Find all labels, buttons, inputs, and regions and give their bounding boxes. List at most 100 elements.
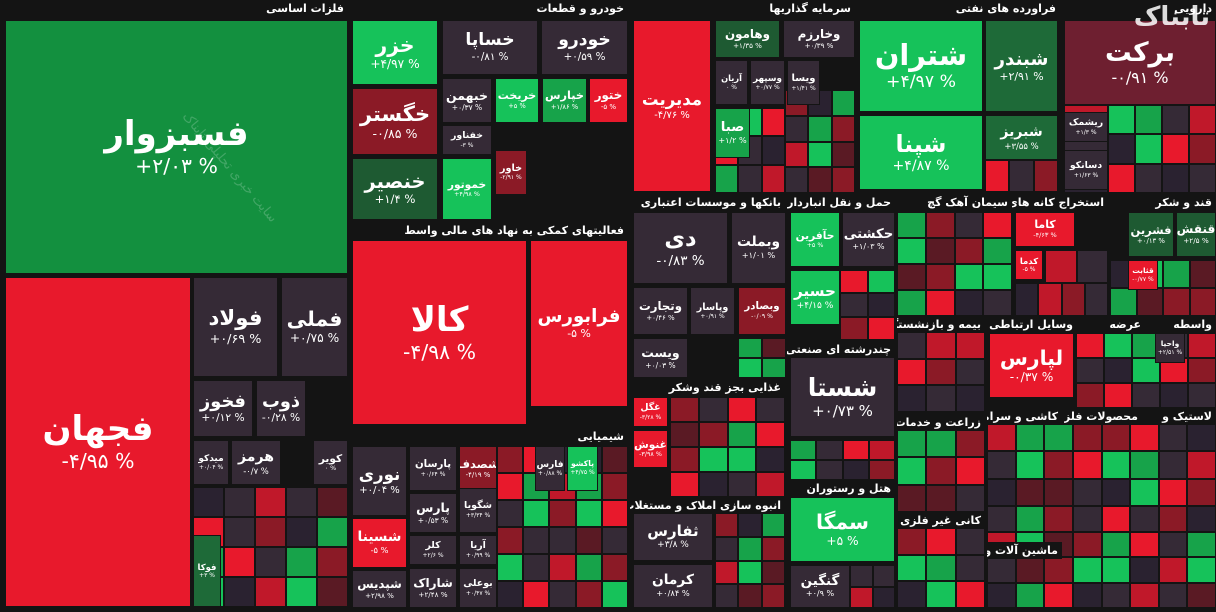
sector-title: استخراج کانه های: [1012, 194, 1108, 211]
filler-tile: [523, 527, 550, 554]
filler-tile: [255, 487, 286, 517]
filler-tile: [1076, 358, 1104, 383]
stock-tile: خزر +۴/۹۷ %: [352, 20, 438, 85]
filler-tile: [1188, 358, 1216, 383]
stock-tile: پاکشو +۴/۷۵ %: [567, 446, 598, 491]
stock-tile: برکت -۰/۹۱ %: [1064, 20, 1216, 105]
stock-tile: پارسان +۰/۶۴ %: [409, 446, 457, 491]
stock-change: +۰/۳۹ %: [804, 40, 834, 50]
filler-tile: [925, 238, 955, 264]
filler-tile: [897, 332, 927, 359]
stock-change: +۰/۳۷ %: [451, 103, 483, 113]
stock-change: +۴/۹۷ %: [370, 56, 420, 71]
stock-name: برکت: [1104, 36, 1176, 68]
stock-tile: خنصیر +۱/۴ %: [352, 158, 438, 220]
filler-tile: [761, 136, 785, 165]
filler-tile: [670, 447, 699, 472]
filler-tile: [1162, 134, 1189, 164]
filler-tile: [497, 554, 524, 581]
filler-tile: [761, 164, 785, 193]
stock-tile: وهامون +۱/۳۵ %: [715, 20, 780, 58]
filler-tile: [761, 513, 785, 537]
stock-tile: آریان ۰ %: [715, 60, 748, 105]
filler-tile: [698, 422, 728, 447]
sector-title: بیمه و بازنشستگی: [897, 316, 985, 333]
stock-name: ریشمک: [1068, 117, 1104, 129]
stock-change: +۵ %: [806, 240, 824, 249]
stock-tile: شپنا +۴/۸۷ %: [859, 115, 983, 190]
filler-tile: [867, 270, 895, 294]
stock-tile: شبریز +۳/۵۵ %: [985, 115, 1058, 160]
filler-tile: [761, 536, 785, 561]
stock-name: کدما: [1019, 255, 1039, 266]
stock-tile: کاما -۴/۶۳ %: [1015, 212, 1075, 247]
stock-change: -۴/۶۳ %: [1033, 230, 1057, 239]
filler-tile: [872, 586, 895, 608]
stock-change: -۰/۳۷ %: [1009, 369, 1054, 384]
filler-tile: [1158, 478, 1188, 506]
filler-tile: [867, 293, 895, 317]
stock-name: آریان: [721, 73, 742, 84]
stock-change: +۴/۱۵ %: [796, 300, 834, 311]
filler-tile: [1044, 506, 1073, 532]
stock-name: ویسا: [791, 73, 816, 85]
filler-tile: [925, 212, 955, 238]
stock-tile: خساپا -۰/۸۱ %: [442, 20, 538, 75]
filler-tile: [727, 447, 757, 472]
stock-name: حسیر: [794, 282, 836, 301]
filler-tile: [987, 451, 1016, 479]
filler-tile: [987, 582, 1016, 608]
stock-name: ختور: [594, 88, 623, 103]
stock-change: +۵ %: [826, 533, 859, 548]
filler-tile: [831, 115, 855, 142]
stock-tile: کلر +۲/۶ %: [409, 535, 457, 565]
stock-change: +۱/۳۵ %: [733, 40, 762, 50]
filler-tile: [1104, 383, 1132, 408]
stock-tile: کدما -۵ %: [1015, 250, 1043, 280]
stock-change: -۵ %: [567, 327, 591, 341]
stock-name: ثفارس: [647, 521, 699, 540]
stock-tile: ذوب -۰/۲۸ %: [256, 380, 306, 437]
sector-title: ماشین آلات و: [987, 542, 1062, 559]
filler-tile: [955, 358, 985, 386]
filler-tile: [1015, 557, 1045, 583]
stock-change: +۴/۹۷ %: [886, 72, 956, 93]
filler-tile: [926, 554, 956, 582]
filler-tile: [756, 472, 785, 497]
filler-tile: [867, 316, 895, 340]
stock-change: +۱/۸۶ %: [550, 102, 579, 111]
filler-tile: [1130, 582, 1159, 608]
filler-tile: [727, 397, 757, 422]
filler-tile: [955, 430, 985, 458]
stock-tile: ویسا +۱/۴۱ %: [787, 60, 820, 105]
stock-change: +۰/۴۷ %: [465, 589, 491, 597]
stock-tile: واحیا +۲/۵۱ %: [1155, 333, 1185, 363]
filler-tile: [497, 527, 524, 554]
filler-tile: [926, 581, 956, 608]
sector-title: خودرو و قطعات: [350, 0, 628, 17]
filler-tile: [1136, 288, 1163, 316]
filler-tile: [1135, 105, 1162, 135]
filler-tile: [790, 460, 817, 480]
stock-change: +۰/۰۴ %: [359, 484, 400, 496]
stock-name: وبصادر: [744, 301, 780, 313]
filler-tile: [715, 164, 739, 193]
filler-tile: [926, 332, 956, 359]
filler-tile: [983, 264, 1012, 290]
stock-name: وتجارت: [639, 299, 682, 314]
stock-tile: غگل -۳/۲۸ %: [633, 397, 668, 427]
filler-tile: [1187, 451, 1216, 479]
filler-tile: [897, 554, 927, 582]
sector-title: دارویی: [1062, 0, 1216, 17]
stock-change: ۰ %: [324, 464, 337, 472]
stock-change: -۴/۹۸ %: [403, 339, 476, 364]
filler-tile: [983, 212, 1012, 238]
watermark: تابناک: [1133, 2, 1210, 32]
filler-tile: [1187, 478, 1216, 506]
stock-name: شصدف: [460, 456, 496, 471]
filler-tile: [1189, 105, 1216, 135]
stock-change: +۱/۴ %: [374, 192, 416, 207]
filler-tile: [955, 484, 985, 512]
stock-name: میدکو: [198, 453, 224, 464]
stock-tile: فجهان -۴/۹۵ %: [5, 277, 191, 607]
